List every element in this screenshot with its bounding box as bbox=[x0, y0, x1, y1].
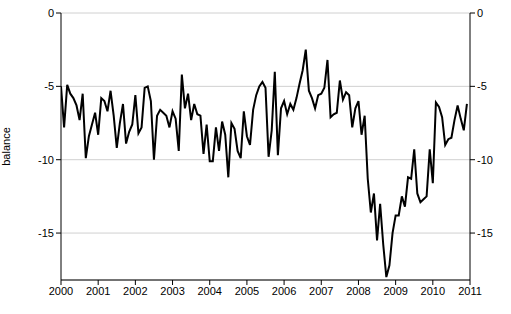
svg-text:2004: 2004 bbox=[197, 285, 221, 297]
svg-text:2009: 2009 bbox=[383, 285, 407, 297]
svg-text:2010: 2010 bbox=[421, 285, 445, 297]
svg-text:2000: 2000 bbox=[49, 285, 73, 297]
svg-text:2002: 2002 bbox=[123, 285, 147, 297]
svg-text:2005: 2005 bbox=[235, 285, 259, 297]
svg-text:-15: -15 bbox=[477, 227, 493, 239]
svg-text:2008: 2008 bbox=[346, 285, 370, 297]
svg-text:0: 0 bbox=[48, 7, 54, 19]
svg-text:-15: -15 bbox=[38, 227, 54, 239]
svg-text:0: 0 bbox=[477, 7, 483, 19]
svg-text:-5: -5 bbox=[44, 80, 54, 92]
svg-text:-10: -10 bbox=[38, 154, 54, 166]
svg-text:2006: 2006 bbox=[272, 285, 296, 297]
svg-text:2003: 2003 bbox=[160, 285, 184, 297]
svg-text:-5: -5 bbox=[477, 80, 487, 92]
svg-text:-10: -10 bbox=[477, 154, 493, 166]
svg-text:balance: balance bbox=[0, 127, 12, 166]
svg-text:2001: 2001 bbox=[86, 285, 110, 297]
svg-text:2007: 2007 bbox=[309, 285, 333, 297]
svg-text:2011: 2011 bbox=[458, 285, 482, 297]
